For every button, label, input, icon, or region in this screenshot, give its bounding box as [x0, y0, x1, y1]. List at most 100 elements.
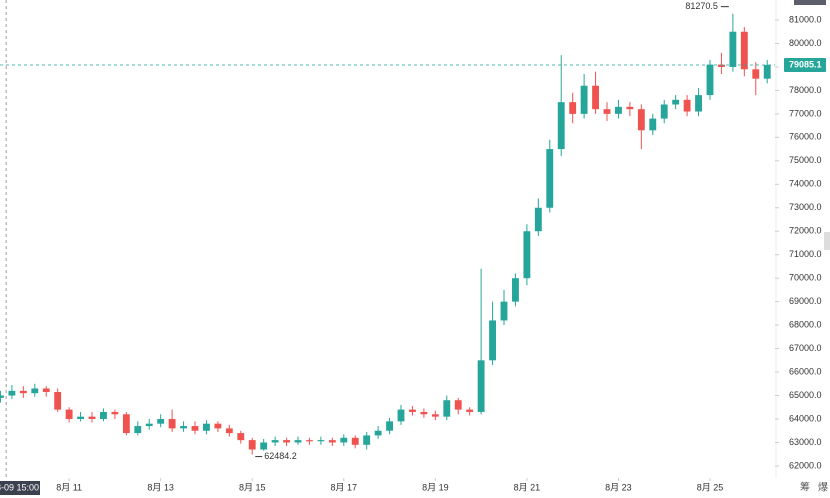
candle-body [248, 440, 256, 450]
y-tick-label: 68000.0 [789, 319, 822, 329]
toolbar-button[interactable]: 筹 [800, 481, 810, 494]
y-tick-label: 78000.0 [789, 85, 822, 95]
candle-body [340, 437, 348, 443]
candle-body [306, 440, 313, 442]
candle-body [534, 207, 542, 232]
candle-body [31, 388, 39, 394]
candle-body [271, 440, 279, 443]
candle-body [225, 428, 233, 434]
candle-body [603, 109, 611, 114]
last-price-label: 79085.1 [789, 59, 822, 69]
y-tick-label: 62000.0 [789, 460, 822, 470]
candle-body [660, 104, 668, 119]
candle-body [695, 95, 702, 112]
x-tick-label: 8月 23 [605, 482, 632, 492]
candle-body [283, 440, 290, 443]
candle-body [672, 99, 680, 105]
y-tick-label: 71000.0 [789, 249, 822, 259]
candle-body [626, 106, 634, 110]
candle-body [42, 388, 50, 393]
y-tick-label: 64000.0 [789, 413, 822, 423]
candle-body [683, 99, 691, 112]
candle-body [77, 416, 85, 419]
candle-body [718, 64, 725, 67]
candle-body [397, 409, 405, 422]
candle-body [294, 440, 302, 443]
x-tick-label: 8月 13 [147, 482, 174, 492]
candle-body [111, 411, 119, 415]
top-button[interactable] [794, 0, 826, 5]
candle-body [752, 69, 760, 79]
y-tick-label: 75000.0 [789, 155, 822, 165]
high-marker-label: 81270.5 [685, 1, 718, 11]
candle-body [363, 435, 371, 445]
candle-body [214, 423, 222, 429]
candle-body [65, 409, 73, 419]
candle-body [19, 390, 27, 394]
candle-body [706, 64, 714, 96]
y-tick-label: 65000.0 [789, 390, 822, 400]
candle-body [88, 416, 96, 419]
candle-body [512, 278, 519, 302]
toolbar-button[interactable]: 爆 [818, 482, 828, 494]
candle-body [615, 106, 622, 114]
candle-body [500, 301, 508, 321]
candle-body [191, 426, 199, 431]
candle-body [374, 430, 382, 436]
candle-body [54, 392, 62, 410]
candle-body [729, 31, 737, 67]
candle-body [557, 102, 565, 150]
candle-body [134, 426, 142, 434]
candle-body [466, 409, 474, 412]
candle-body [237, 433, 245, 441]
y-tick-label: 66000.0 [789, 366, 822, 376]
candle-body [420, 411, 428, 415]
x-tick-label: 8月 25 [697, 482, 724, 492]
low-marker-label: 62484.2 [264, 451, 297, 461]
x-tick-label: 8月 15 [239, 482, 266, 492]
candle-body [454, 400, 462, 410]
candle-body [443, 400, 451, 417]
x-tick-label: 8月 21 [514, 482, 541, 492]
candle-body [351, 437, 359, 445]
candle-body [328, 440, 336, 443]
candle-body [180, 426, 187, 429]
y-tick-label: 80000.0 [789, 38, 822, 48]
candle-body [100, 411, 107, 419]
candle-body [168, 418, 176, 429]
candle-body [592, 85, 599, 110]
candle-body [157, 418, 165, 424]
y-tick-label: 69000.0 [789, 296, 822, 306]
candle-body [477, 360, 485, 412]
candle-body [523, 231, 531, 279]
candle-body [386, 421, 393, 431]
y-tick-label: 74000.0 [789, 179, 822, 189]
candle-body [145, 423, 153, 427]
x-tick-label: 8月 19 [422, 482, 449, 492]
y-tick-label: 77000.0 [789, 108, 822, 118]
candle-body [649, 118, 657, 131]
candle-body [637, 109, 645, 131]
candle-body [763, 64, 771, 79]
candle-body [122, 414, 130, 434]
y-tick-label: 73000.0 [789, 202, 822, 212]
x-tick-label: 8月 11 [56, 482, 82, 492]
candle-body [580, 85, 588, 114]
side-tab[interactable] [824, 232, 830, 250]
y-tick-label: 63000.0 [789, 437, 822, 447]
candle-body [431, 414, 439, 417]
crosshair-tag [0, 481, 40, 495]
candle-body [0, 395, 4, 398]
x-tick-label: 8月 17 [331, 482, 358, 492]
candle-body [203, 423, 210, 431]
last-price-tag [784, 57, 826, 72]
y-tick-label: 70000.0 [789, 273, 822, 283]
y-tick-label: 67000.0 [789, 343, 822, 353]
candle-body [569, 102, 577, 114]
candle-body [740, 31, 748, 70]
candle-body [546, 149, 554, 208]
candle-body [409, 409, 416, 412]
y-tick-label: 81000.0 [789, 14, 822, 24]
